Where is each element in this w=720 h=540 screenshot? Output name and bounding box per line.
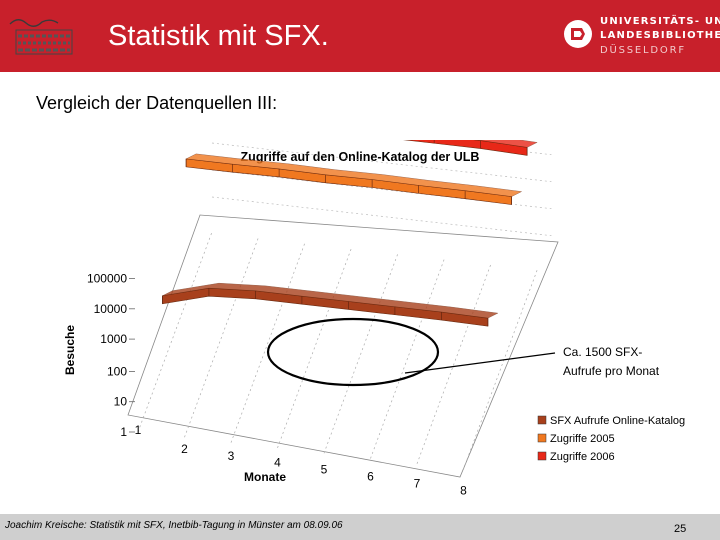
library-logo-line-3: DÜSSELDORF [600,45,686,56]
university-logo [6,14,84,58]
header-bar: Statistik mit SFX. UNIVERSITÄTS- UND LAN… [0,0,720,72]
footer-text: Joachim Kreische: Statistik mit SFX, Ine… [5,520,343,531]
series-ribbon-top [185,153,523,197]
library-logo: UNIVERSITÄTS- UND LANDESBIBLIOTHEK DÜSSE… [562,12,720,62]
y-tick-label: 1 [120,425,127,439]
legend-label: SFX Aufrufe Online-Katalog [550,415,685,427]
x-tick-label: 4 [274,456,281,470]
grid-line [416,263,492,464]
grid-line [370,258,445,459]
y-tick-label: 10000 [94,302,128,316]
footer-bar: Joachim Kreische: Statistik mit SFX, Ine… [0,514,720,540]
annotation-line-2: Aufrufe pro Monat [563,364,660,378]
y-tick-label: 100000 [87,272,127,286]
y-tick-label: 100 [107,364,127,378]
library-emblem-icon [564,20,592,48]
x-tick-label: 2 [181,442,188,456]
grid-line [230,242,306,443]
x-axis-label: Monate [244,470,286,484]
chart-floor [127,214,559,478]
x-tick-label: 1 [135,423,142,437]
hhu-logo-graphic [9,19,73,55]
x-tick-label: 3 [228,449,235,463]
highlight-ellipse [266,317,556,387]
grid-line [184,237,259,438]
chart-series [162,140,538,327]
grid-line [211,169,552,210]
y-axis-ticks: 100000 10000 1000 100 10 1 [87,272,135,439]
y-tick-label: 1000 [100,332,127,346]
access-chart: Zugriffe auf den Online-Katalog der ULB … [63,140,685,497]
grid-line [323,253,399,454]
library-logo-line-1: UNIVERSITÄTS- UND [600,16,720,27]
x-tick-label: 7 [414,476,421,490]
legend-swatch [537,451,547,461]
chart-title: Zugriffe auf den Online-Katalog der ULB [241,150,480,164]
y-tick-label: 10 [114,395,128,409]
grid-line [463,268,538,470]
x-tick-label: 6 [367,470,374,484]
page-number: 25 [674,523,687,535]
library-logo-line-2: LANDESBIBLIOTHEK [600,30,720,41]
x-tick-label: 8 [460,483,467,497]
grid-line [211,142,552,183]
grid-line [211,196,552,237]
legend-swatch [537,433,547,443]
annotation-line-1: Ca. 1500 SFX- [563,345,642,359]
x-tick-label: 5 [321,463,328,477]
chart-grid [137,140,552,470]
y-axis-label: Besuche [63,325,77,375]
series-ribbon-top [474,140,538,148]
series-ribbon [185,158,512,205]
grid-line [137,231,213,433]
legend-label: Zugriffe 2006 [550,451,615,463]
x-axis-ticks: 1 2 3 4 5 6 7 8 [135,423,468,497]
series-ribbon-top [162,282,499,319]
slide-subtitle: Vergleich der Datenquellen III: [36,93,278,113]
legend-label: Zugriffe 2005 [550,433,615,445]
legend-swatch [537,415,547,425]
slide-title: Statistik mit SFX. [108,20,329,52]
grid-line [277,247,352,449]
chart-legend: SFX Aufrufe Online-Katalog Zugriffe 2005 Z… [537,415,685,463]
